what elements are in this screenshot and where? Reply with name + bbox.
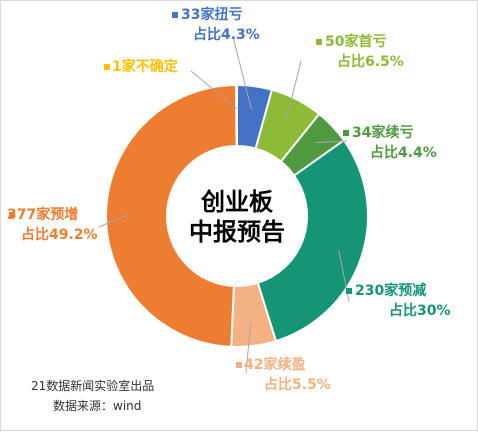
slice-label-1: 33家扭亏 (181, 6, 242, 23)
slice-share-1: 占比4.3% (193, 26, 260, 43)
chart-title-line-2: 中报预告 (189, 218, 285, 246)
label-marker-7 (104, 64, 110, 70)
slice-label-4: 230家预减 (355, 282, 426, 299)
slice-label-2: 50家首亏 (325, 33, 386, 50)
credit-text: 21数据新闻实验室出品 (31, 379, 155, 393)
leader-line-5 (245, 322, 252, 374)
label-marker-6 (9, 212, 15, 218)
leader-line-2 (285, 60, 302, 121)
leader-line-6 (98, 213, 130, 228)
slice-4 (256, 138, 369, 343)
leader-line-7 (190, 70, 237, 109)
slice-share-5: 占比5.5% (264, 376, 331, 393)
slice-share-4: 占比30% (389, 302, 451, 319)
slice-7 (235, 83, 238, 148)
slice-label-7: 1家不确定 (112, 58, 178, 75)
slice-label-5: 42家续盈 (244, 356, 305, 373)
slice-share-6: 占比49.2% (21, 226, 98, 243)
slice-label-6: 377家预增 (7, 206, 78, 223)
leader-line-1 (232, 36, 252, 110)
label-marker-5 (236, 362, 242, 368)
source-text: 数据来源：wind (53, 399, 142, 413)
slice-6 (105, 83, 238, 348)
label-marker-3 (343, 130, 349, 136)
label-marker-4 (346, 288, 352, 294)
chart-title-line-1: 创业板 (200, 188, 274, 216)
slice-label-3: 34家续亏 (352, 124, 413, 141)
label-marker-1 (172, 12, 178, 18)
leader-line-3 (315, 140, 348, 143)
chart-title: 创业板中报预告 (189, 188, 285, 246)
label-marker-2 (316, 39, 322, 45)
slice-share-3: 占比4.4% (370, 144, 437, 161)
slice-share-2: 占比6.5% (337, 53, 404, 70)
